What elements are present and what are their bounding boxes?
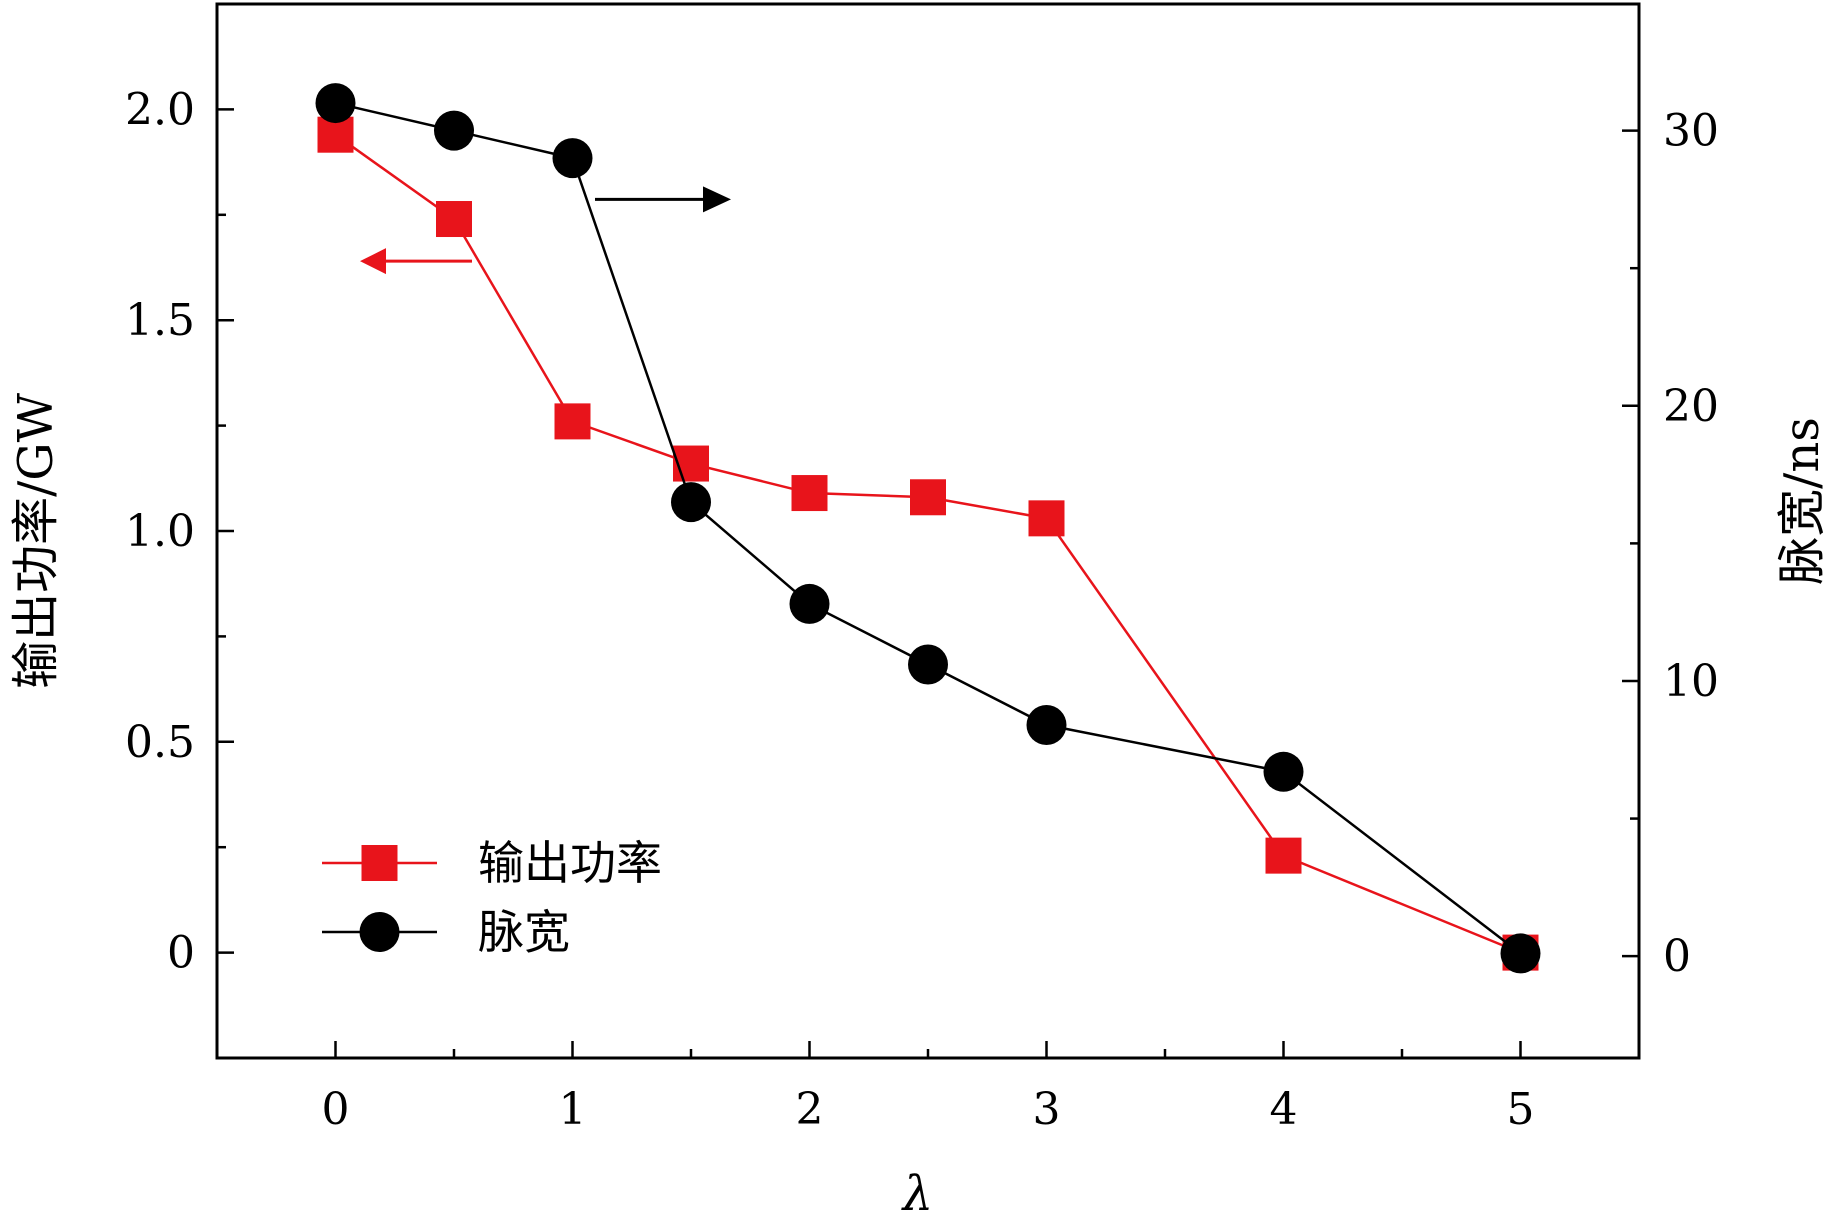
data-point-pulse-width <box>552 138 593 179</box>
y-axis-right-title: 脉宽/ns <box>1774 417 1830 585</box>
legend-label-power: 输出功率 <box>478 836 662 890</box>
data-point-pulse-width <box>1026 705 1067 746</box>
y-left-tick-label: 2.0 <box>125 84 195 135</box>
x-tick-label: 0 <box>322 1084 350 1135</box>
data-point-pulse-width <box>789 583 830 624</box>
x-axis-title: λ <box>901 1166 933 1222</box>
data-point-power <box>554 403 591 440</box>
data-point-pulse-width <box>1263 751 1304 792</box>
right-axis-arrow-head <box>703 186 731 213</box>
data-point-pulse-width <box>434 110 474 151</box>
x-tick-label: 5 <box>1507 1084 1535 1135</box>
series-line-pulse-width <box>335 101 1522 955</box>
plot-frame <box>215 2 1641 1060</box>
data-point-power <box>1028 500 1065 537</box>
data-point-power <box>791 475 828 512</box>
series-line-power <box>334 133 1521 954</box>
y-axis-left-title: 输出功率/GW <box>8 392 64 689</box>
data-point-power <box>1265 837 1302 874</box>
data-point-pulse-width <box>908 644 948 685</box>
y-right-tick-label: 30 <box>1663 106 1719 157</box>
y-left-tick-label: 1.5 <box>125 295 195 346</box>
series-layer <box>315 83 1541 974</box>
y-left-tick-label: 1.0 <box>125 506 195 557</box>
y-left-tick-label: 0.5 <box>125 717 195 768</box>
y-right-tick-label: 20 <box>1663 381 1719 432</box>
data-point-pulse-width <box>671 482 711 523</box>
x-tick-label: 2 <box>796 1084 824 1135</box>
x-tick-label: 4 <box>1270 1084 1298 1135</box>
y-right-tick-label: 0 <box>1663 931 1691 982</box>
data-point-power <box>910 479 946 516</box>
x-tick-label: 1 <box>559 1084 587 1135</box>
data-point-power <box>436 201 472 238</box>
y-right-tick-label: 10 <box>1663 656 1719 707</box>
plot-area: 0 1 2 3 4 5 0 0.5 1.0 1.5 2.0 0 10 20 30 <box>125 2 1719 1135</box>
data-point-pulse-width <box>1500 933 1541 974</box>
y-left-tick-label: 0 <box>167 928 195 979</box>
legend-label-pulse-width: 脉宽 <box>478 905 570 959</box>
data-point-pulse-width <box>315 83 356 124</box>
x-tick-label: 3 <box>1033 1084 1061 1135</box>
left-axis-arrow-head <box>360 248 386 275</box>
legend-marker-pulse-width <box>359 912 400 952</box>
legend-marker-power <box>361 845 398 881</box>
